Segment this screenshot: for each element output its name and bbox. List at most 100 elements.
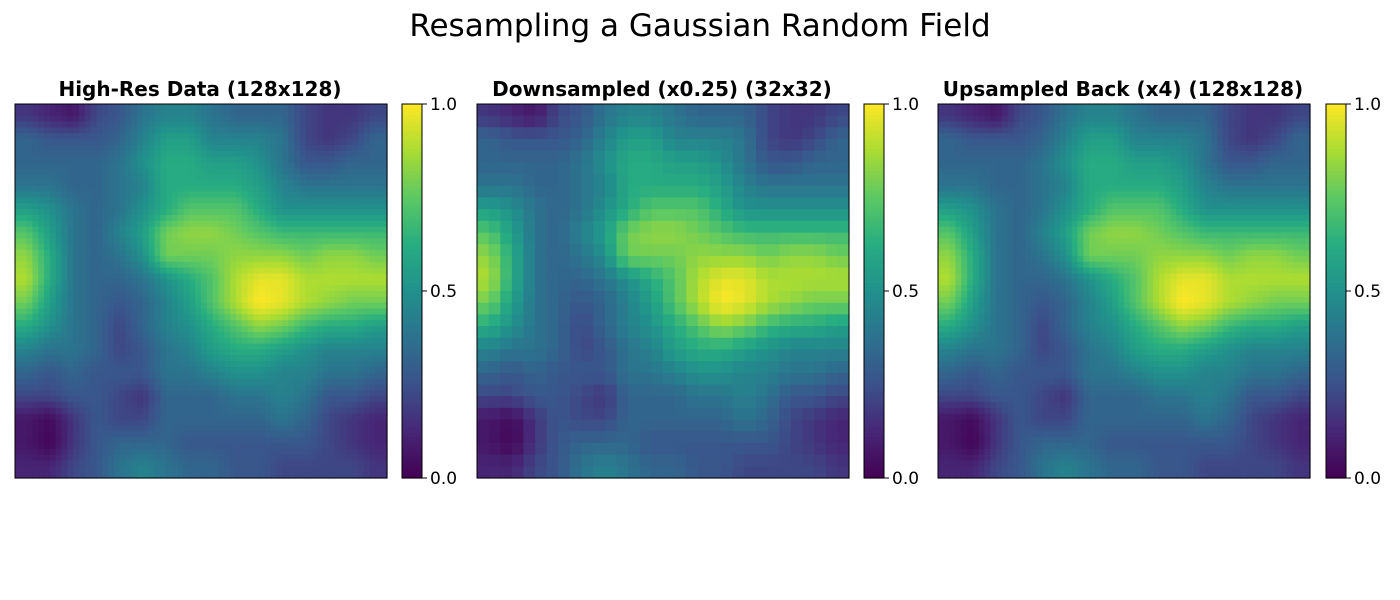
heatmap-cell [651, 127, 664, 140]
heatmap-cell [546, 139, 559, 152]
heatmap-cell [282, 179, 289, 187]
heatmap-cell [546, 302, 559, 315]
heatmap-cell [270, 296, 278, 304]
heatmap-cell [294, 273, 301, 280]
heatmap-cell [305, 425, 313, 432]
heatmap-cell [346, 179, 353, 187]
heatmap-cell [195, 308, 202, 315]
heatmap-cell [171, 267, 179, 275]
heatmap-cell [171, 261, 179, 269]
heatmap-cell [201, 250, 208, 257]
heatmap-cell [305, 448, 313, 456]
heatmap-cell [570, 396, 583, 409]
heatmap-cell [334, 425, 342, 432]
heatmap-cell [119, 355, 127, 362]
heatmap-cell [183, 425, 190, 432]
heatmap-cell [346, 273, 353, 280]
heatmap-cell [49, 150, 57, 158]
heatmap-cell [67, 261, 74, 269]
heatmap-cell [44, 261, 51, 269]
heatmap-cell [201, 331, 208, 339]
heatmap-cell [224, 191, 231, 199]
heatmap-cell [189, 250, 196, 257]
heatmap-cell [276, 296, 283, 304]
heatmap-cell [357, 472, 365, 479]
heatmap-cell [61, 168, 68, 175]
heatmap-cell [108, 185, 115, 193]
heatmap-cell [32, 308, 39, 315]
heatmap-cell [317, 238, 324, 245]
heatmap-cell [288, 174, 295, 181]
heatmap-cell [224, 460, 231, 467]
heatmap-cell [639, 197, 652, 210]
heatmap-cell [276, 203, 283, 210]
heatmap-cell [299, 320, 307, 327]
heatmap-cell [142, 314, 150, 321]
heatmap-cell [369, 115, 376, 123]
heatmap-cell [73, 168, 80, 175]
heatmap-cell [558, 185, 571, 199]
heatmap-cell [570, 150, 583, 164]
heatmap-cell [84, 337, 92, 345]
heatmap-cell [212, 448, 220, 456]
heatmap-cell [44, 168, 51, 175]
heatmap-cell [15, 261, 22, 269]
heatmap-cell [102, 402, 109, 409]
heatmap-cell [375, 215, 382, 222]
heatmap-cell [546, 185, 559, 199]
heatmap-cell [663, 407, 676, 421]
heatmap-cell [195, 460, 202, 467]
heatmap-cell [206, 162, 214, 169]
heatmap-cell [195, 255, 202, 263]
heatmap-cell [177, 191, 185, 199]
heatmap-cell [381, 133, 388, 140]
heatmap-cell [357, 273, 365, 280]
heatmap-cell [125, 238, 132, 245]
heatmap-cell [61, 396, 68, 403]
heatmap-cell [323, 460, 330, 467]
heatmap-cell [357, 215, 365, 222]
heatmap-cell [253, 302, 260, 310]
heatmap-cell [235, 226, 243, 234]
heatmap-cell [171, 407, 179, 415]
heatmap-cell [299, 419, 307, 426]
heatmap-cell [581, 174, 594, 187]
heatmap-cell [137, 431, 144, 438]
heatmap-cell [253, 139, 260, 146]
heatmap-cell [44, 437, 51, 444]
heatmap-cell [119, 472, 127, 479]
heatmap-cell [166, 454, 173, 462]
heatmap-cell [616, 162, 629, 175]
heatmap-cell [282, 162, 289, 169]
heatmap-cell [270, 431, 278, 438]
heatmap-cell [328, 104, 336, 111]
heatmap-cell [235, 291, 243, 298]
heatmap-cell [317, 402, 324, 409]
heatmap-cell [142, 302, 150, 310]
heatmap-cell [294, 238, 301, 245]
heatmap-cell [201, 279, 208, 286]
heatmap-cell [663, 372, 676, 386]
heatmap-cell [171, 361, 179, 368]
heatmap-cell [288, 402, 295, 409]
heatmap-cell [15, 390, 22, 397]
heatmap-cell [253, 174, 260, 181]
heatmap-cell [148, 337, 156, 345]
heatmap-cell [651, 267, 664, 280]
heatmap-cell [340, 168, 347, 175]
heatmap-cell [131, 244, 138, 251]
heatmap-cell [241, 144, 249, 152]
heatmap-cell [195, 215, 202, 222]
heatmap-cell [96, 431, 103, 438]
heatmap-cell [102, 185, 109, 193]
heatmap-cell [651, 209, 664, 222]
heatmap-cell [814, 337, 827, 351]
heatmap-cell [323, 209, 330, 216]
heatmap-cell [171, 442, 179, 450]
heatmap-cell [102, 466, 109, 473]
heatmap-cell [270, 232, 278, 239]
heatmap-cell [639, 244, 652, 257]
heatmap-cell [26, 413, 34, 421]
heatmap-cell [32, 238, 39, 245]
heatmap-cell [218, 302, 225, 310]
